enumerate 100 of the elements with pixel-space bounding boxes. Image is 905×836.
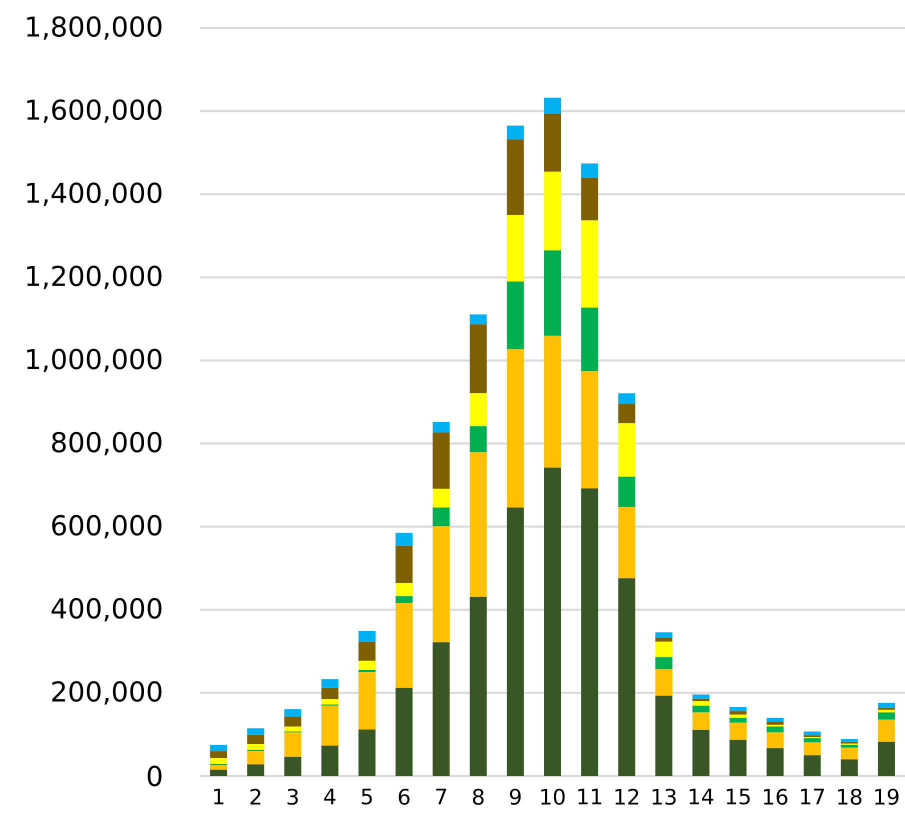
bar [247,751,264,764]
bar [655,696,672,776]
y-tick-label: 400,000 [52,598,162,622]
bar [284,732,302,757]
bar [470,426,487,452]
bar [210,758,228,764]
bar [470,596,487,776]
bar [470,324,487,394]
x-tick-label: 13 [652,788,676,805]
bar [878,710,895,712]
bar [581,220,598,308]
bar [432,422,450,432]
bar [655,632,672,638]
bar [358,642,376,661]
bar [432,432,450,489]
x-tick-label: 12 [615,788,638,805]
bar [396,546,413,584]
bar [655,669,672,696]
bar [470,314,487,324]
x-tick-label: 8 [472,788,484,805]
bar [692,701,710,706]
y-tick-label: 0 [148,766,162,786]
bar [544,336,562,468]
bar [878,702,895,708]
bar [247,744,264,750]
bar [618,393,636,404]
bar [618,423,636,477]
bar [396,583,413,596]
bar [358,660,376,670]
bar [618,404,636,424]
bar [766,748,784,776]
y-tick-label: 600,000 [52,514,162,538]
bar [618,578,636,776]
bar [396,596,413,604]
x-tick-label: 7 [436,788,446,804]
bar [284,716,302,727]
bar [210,765,228,770]
x-tick-label: 14 [690,788,714,804]
x-tick-label: 16 [764,788,788,805]
bar [247,764,264,776]
bar [581,163,598,178]
bar [730,714,747,718]
bar [544,468,562,776]
bar [544,172,562,250]
bar [766,718,784,722]
bar [730,718,747,723]
bar [804,742,821,756]
bar [210,744,228,752]
bar [878,712,895,720]
bar [804,738,821,742]
bar [730,707,747,712]
bar [321,679,338,688]
bar [878,719,895,742]
x-tick-label: 10 [541,788,565,805]
y-tick-label: 200,000 [52,681,162,705]
bar [544,250,562,336]
bar [840,748,858,760]
bar [581,488,598,776]
bar [655,642,672,658]
x-tick-label: 1 [214,788,224,804]
x-tick-label: 11 [578,788,602,804]
bar [284,726,302,732]
bar [581,371,598,488]
x-tick-label: 9 [510,788,521,805]
bar [840,739,858,742]
bar [210,770,228,776]
bar [432,508,450,526]
bar [506,508,524,776]
bar [840,759,858,776]
bar [692,706,710,712]
bar [506,281,524,350]
bar [618,476,636,508]
bar [804,755,821,776]
bar [321,699,338,705]
bar [470,452,487,597]
bar [655,657,672,670]
bar [544,98,562,114]
bar [247,734,264,744]
x-tick-label: 4 [324,788,336,804]
x-tick-label: 2 [250,788,260,805]
bar [321,746,338,776]
bar [506,139,524,215]
bar [470,393,487,426]
bar [581,178,598,220]
bar [284,756,302,776]
y-tick-label: 1,600,000 [27,99,162,123]
x-tick-label: 19 [875,788,899,805]
bar [692,730,710,776]
x-tick-label: 5 [362,788,372,805]
bar [358,672,376,730]
bar [692,694,710,699]
bar [358,729,376,776]
bar [692,698,710,702]
bar [321,706,338,746]
bar [432,526,450,642]
bar [655,638,672,642]
bar [766,732,784,748]
bar [210,751,228,758]
bar [730,711,747,714]
bar [730,740,747,776]
